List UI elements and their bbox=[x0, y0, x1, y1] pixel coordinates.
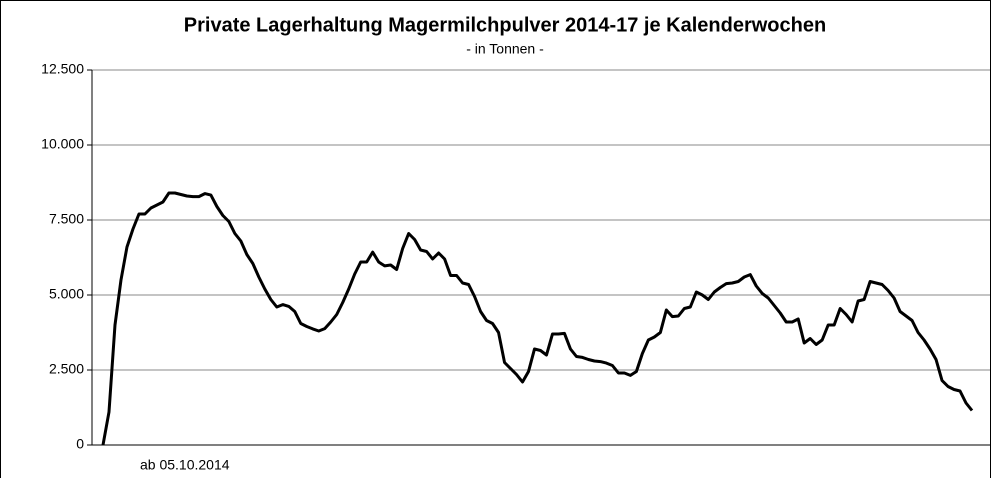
line-series bbox=[101, 191, 974, 446]
y-tick-label: 12.500 bbox=[41, 61, 84, 77]
chart-subtitle: - in Tonnen - bbox=[466, 41, 544, 57]
chart-title: Private Lagerhaltung Magermilchpulver 20… bbox=[184, 14, 826, 36]
y-tick-label: 10.000 bbox=[41, 136, 84, 152]
annotation: ab 05.10.2014 bbox=[140, 457, 230, 473]
y-tick-label: 5.000 bbox=[49, 286, 84, 302]
y-tick-label: 2.500 bbox=[49, 361, 84, 377]
y-tick-label: 0 bbox=[76, 436, 84, 452]
y-tick-label: 7.500 bbox=[49, 211, 84, 227]
